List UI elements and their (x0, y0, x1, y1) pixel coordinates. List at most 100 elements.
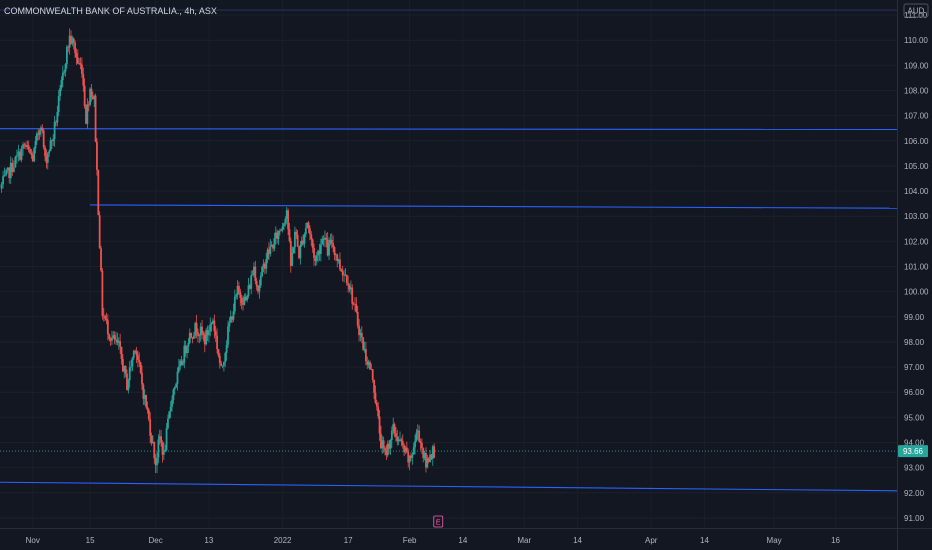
candle-body (113, 335, 116, 340)
candle-body (67, 46, 70, 48)
time-tick-label: 15 (86, 536, 95, 545)
candle-body (9, 162, 12, 179)
chart-grid (0, 0, 897, 528)
candle-body (258, 285, 261, 292)
candle-body (378, 416, 381, 434)
candle-body (168, 411, 171, 419)
candle-body (328, 243, 330, 256)
candle-body (134, 350, 137, 352)
price-tick-label: 93.00 (904, 464, 925, 473)
candle-body (284, 218, 287, 224)
candle-body (239, 291, 242, 298)
candle-body (401, 441, 404, 446)
candle-body (25, 145, 27, 147)
candle-body (300, 240, 303, 245)
candle-body (31, 155, 34, 162)
candle-body (126, 373, 128, 391)
candle-body (242, 303, 244, 305)
time-axis[interactable]: Nov 15 Dec 13 2022 17 Feb 14 Mar 14 Apr 14 May 16 (26, 536, 841, 545)
candle-body (329, 239, 332, 244)
candle-body (15, 155, 18, 157)
candle-body (121, 358, 124, 372)
candle-body (136, 355, 139, 360)
candle-body (423, 452, 426, 459)
candle-body (209, 324, 212, 331)
candle-body (19, 151, 21, 160)
candle-body (173, 387, 176, 390)
trend-line[interactable] (0, 481, 898, 492)
candle-body (246, 296, 249, 301)
candle-body (422, 448, 425, 459)
time-tick-label: Feb (403, 536, 417, 545)
candle-body (254, 266, 257, 281)
candle-body (227, 326, 229, 345)
candle-body (399, 439, 401, 441)
candle-body (123, 365, 126, 372)
candle-body (71, 38, 74, 44)
candle-body (93, 95, 96, 99)
candle-body (152, 442, 154, 444)
candle-body (191, 337, 194, 339)
earnings-event-marker[interactable]: E (433, 515, 444, 528)
candle-body (26, 145, 29, 147)
candle-body (405, 447, 408, 453)
candle-body (104, 315, 107, 319)
candle-body (68, 35, 71, 48)
candle-body (235, 294, 238, 297)
candle-body (414, 441, 416, 448)
time-tick-label: Mar (517, 536, 531, 545)
candle-body (216, 335, 218, 350)
horizontal-lines (0, 9, 898, 492)
candle-body (322, 238, 325, 240)
candle-body (59, 88, 61, 97)
time-tick-label: 14 (458, 536, 467, 545)
candle-body (22, 144, 24, 149)
trend-line[interactable] (90, 204, 898, 209)
candle-body (6, 167, 9, 171)
candle-body (340, 269, 343, 272)
time-tick-label: 13 (204, 536, 213, 545)
candle-body (358, 325, 360, 336)
candle-body (102, 315, 105, 317)
candle-body (313, 248, 315, 259)
last-price-label: 93.66 (903, 447, 924, 456)
candle-body (431, 446, 434, 459)
candle-body (364, 348, 367, 362)
candle-body (332, 243, 335, 248)
candle-body (130, 366, 132, 368)
candle-body (337, 259, 340, 261)
candle-body (91, 96, 94, 99)
candle-body (360, 332, 363, 338)
candle-body (207, 330, 210, 336)
candle-body (369, 361, 371, 370)
trend-line[interactable] (0, 128, 898, 131)
candle-body (127, 380, 130, 391)
candle-body (362, 337, 365, 350)
candle-body (82, 74, 85, 86)
candle-body (176, 371, 179, 384)
candle-body (132, 350, 135, 358)
candle-body (74, 42, 76, 54)
candle-body (94, 95, 97, 142)
candle-body (131, 357, 134, 367)
candle-body (153, 442, 156, 459)
candle-body (223, 362, 225, 366)
candle-body (65, 46, 68, 65)
candle-body (257, 286, 259, 292)
price-axis[interactable]: 111.00 110.00 109.00 108.00 107.00 106.00 105.… (904, 11, 929, 523)
candle-body (0, 184, 3, 189)
candle-body (388, 443, 391, 449)
candle-body (42, 130, 45, 148)
candle-body (160, 436, 163, 443)
candle-body (408, 455, 411, 463)
candle-body (212, 320, 214, 324)
candle-body (263, 263, 266, 269)
candle-body (12, 167, 15, 172)
last-price-badge: 93.66 (898, 445, 928, 458)
candle-body (397, 439, 400, 442)
currency-button[interactable]: AUD (903, 3, 929, 18)
candle-body (269, 246, 272, 254)
event-box (433, 515, 444, 528)
candle-body (396, 437, 399, 442)
